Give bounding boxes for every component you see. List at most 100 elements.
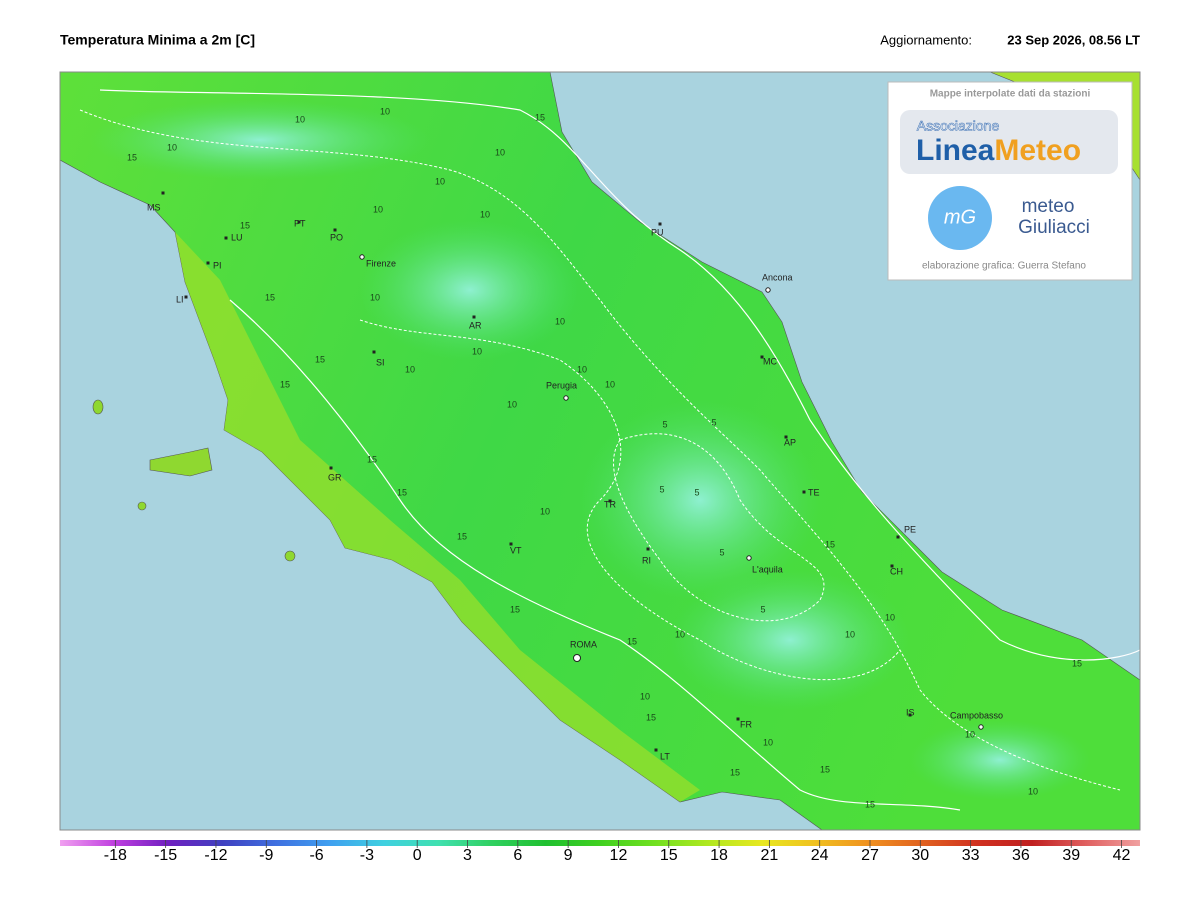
contour-label: 10	[480, 209, 490, 219]
city-label: VT	[510, 545, 522, 555]
city-label: Ancona	[762, 272, 793, 282]
contour-label: 15	[1072, 658, 1082, 668]
city-dot	[760, 355, 764, 359]
colorbar-tick-label: -12	[204, 847, 227, 864]
city-dot	[206, 261, 210, 265]
contour-label: 10	[640, 691, 650, 701]
colorbar-tick-label: 9	[564, 847, 573, 864]
city-dot	[359, 254, 365, 260]
apennines	[90, 100, 1090, 800]
city-label: PU	[651, 227, 664, 237]
mg-cloud	[928, 186, 992, 250]
contour-label: 10	[763, 737, 773, 747]
contour-label: 10	[167, 142, 177, 152]
island	[137, 501, 147, 511]
logo-caption: Mappe interpolate dati da stazioni	[930, 89, 1091, 100]
update-label: Aggiornamento:	[880, 32, 972, 47]
contours	[79, 109, 1121, 791]
colorbar-tick-label: 24	[811, 847, 829, 864]
contour-label: 10	[373, 204, 383, 214]
mg-mark: mG	[944, 206, 976, 228]
colorbar-tick-label: 39	[1062, 847, 1080, 864]
contour-label: 5	[719, 547, 724, 557]
contour-label: 15	[646, 712, 656, 722]
colorbar-tick-label: -3	[360, 847, 374, 864]
contour-label: 15	[265, 292, 275, 302]
colorbar-tick-label: -18	[104, 847, 127, 864]
contour-label: 15	[820, 764, 830, 774]
colorbar-tick-label: 18	[710, 847, 728, 864]
colorbar-tick-label: 33	[962, 847, 980, 864]
city-dot	[297, 220, 301, 224]
contour-label: 15	[127, 152, 137, 162]
city-label: MS	[147, 202, 161, 212]
logo-box: Mappe interpolate dati da stazioni Assoc…	[887, 81, 1133, 281]
contours-15	[99, 89, 1140, 811]
city-label: Perugia	[546, 380, 577, 390]
city-label: CH	[890, 566, 903, 576]
city-dot	[509, 542, 513, 546]
city-dot	[646, 547, 650, 551]
contour-label: 10	[577, 364, 587, 374]
contour-label: 10	[495, 147, 505, 157]
city-label: PO	[330, 232, 343, 242]
city-label: AR	[469, 320, 482, 330]
city-label: PI	[213, 260, 222, 270]
city-dot	[161, 191, 165, 195]
city-label: PE	[904, 524, 916, 534]
city-label: PT	[294, 218, 306, 228]
city-dot	[472, 315, 476, 319]
city-label: TE	[808, 487, 820, 497]
contour-label: 15	[240, 220, 250, 230]
city-dot	[654, 748, 658, 752]
city-label: ROMA	[570, 639, 597, 649]
contour-label: 10	[435, 176, 445, 186]
city-label: RI	[642, 555, 651, 565]
city-dot	[784, 435, 788, 439]
city-label: L'aquila	[752, 564, 783, 574]
contour-label: 10	[540, 506, 550, 516]
contour-label: 10	[295, 114, 305, 124]
colorbar-tick-label: -9	[259, 847, 273, 864]
contour-label: 15	[367, 454, 377, 464]
colorbar-tick-label: 0	[413, 847, 422, 864]
city-label: GR	[328, 472, 342, 482]
contour-label: 5	[694, 487, 699, 497]
city-dot	[333, 228, 337, 232]
logo-badge	[900, 110, 1118, 174]
city-dot	[890, 564, 894, 568]
contour-label: 10	[605, 379, 615, 389]
city-dot	[765, 287, 771, 293]
update-value: 23 Sep 2026, 08.56 LT	[1007, 32, 1140, 47]
contour-label: 15	[510, 604, 520, 614]
colorbar-tick-label: 42	[1113, 847, 1131, 864]
contour-label: 15	[865, 799, 875, 809]
contour-label: 15	[280, 379, 290, 389]
city-dot	[608, 499, 612, 503]
city-label: Firenze	[366, 258, 396, 268]
contour-label: 10	[380, 106, 390, 116]
city-label: IS	[906, 707, 915, 717]
colorbar-tick-label: 15	[660, 847, 678, 864]
city-dot	[563, 395, 569, 401]
contour-label: 10	[555, 316, 565, 326]
colorbar	[60, 840, 1140, 846]
contour-label: 5	[760, 604, 765, 614]
contour-label: 10	[370, 292, 380, 302]
city-label: LT	[660, 751, 670, 761]
contour-label: 15	[397, 487, 407, 497]
colorbar-tick-label: 30	[911, 847, 929, 864]
map-title: Temperatura Minima a 2m [C]	[60, 32, 255, 48]
city-dot	[224, 236, 228, 240]
colorbar-tick-label: 21	[760, 847, 778, 864]
city-dot	[736, 717, 740, 721]
contour-label: 10	[885, 612, 895, 622]
contour-label: 10	[965, 729, 975, 739]
contour-label: 10	[507, 399, 517, 409]
contour-label: 15	[315, 354, 325, 364]
city-label: TR	[604, 499, 616, 509]
contour-label: 15	[627, 636, 637, 646]
city-dot	[896, 535, 900, 539]
city-label: AP	[784, 437, 796, 447]
